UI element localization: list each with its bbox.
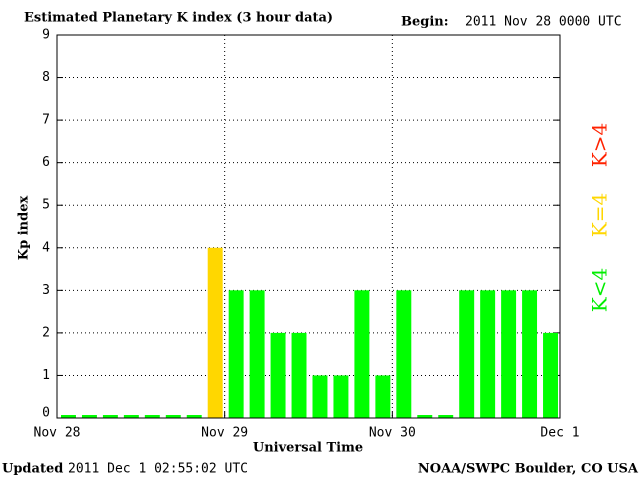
bar (228, 290, 244, 418)
bar (354, 290, 370, 418)
y-tick-label: 7 (42, 113, 50, 128)
bar (522, 290, 538, 418)
bar (165, 415, 181, 418)
bar (291, 332, 307, 418)
begin-label: Begin: (401, 15, 449, 30)
y-tick-label: 3 (42, 283, 50, 298)
updated-date: 2011 Dec 1 02:55:02 UTC (68, 462, 248, 477)
plot-frame (56, 34, 561, 419)
x-tick-label: Dec 1 (540, 426, 579, 441)
y-tick-label: 9 (42, 28, 50, 43)
bar (480, 290, 496, 418)
bar (459, 290, 475, 418)
bar (312, 375, 328, 418)
bar (123, 415, 139, 418)
bar (207, 247, 223, 418)
updated-label: Updated (2, 462, 63, 477)
y-tick-label: 0 (42, 406, 50, 421)
y-tick-label: 5 (42, 198, 50, 213)
y-tick-label: 8 (42, 70, 50, 85)
bar (102, 415, 118, 418)
bar (417, 415, 433, 418)
source: NOAA/SWPC Boulder, CO USA (418, 462, 639, 477)
bar (396, 290, 412, 418)
bar (186, 415, 202, 418)
bar (438, 415, 454, 418)
x-tick-label: Nov 28 (34, 426, 81, 441)
legend-entry: K<4 (588, 268, 612, 312)
bar (249, 290, 265, 418)
y-tick-label: 4 (42, 240, 50, 255)
bar (543, 332, 558, 418)
y-tick-label: 6 (42, 155, 50, 170)
chart-title: Estimated Planetary K index (3 hour data… (24, 11, 333, 26)
bar (144, 415, 160, 418)
x-tick-label: Nov 30 (369, 426, 416, 441)
x-tick-label: Nov 29 (201, 426, 248, 441)
bar (270, 332, 286, 418)
bar (61, 415, 76, 418)
x-axis-label: Universal Time (253, 441, 363, 456)
y-tick-label: 2 (42, 325, 50, 340)
y-tick-label: 1 (42, 368, 50, 383)
legend-entry: K>4 (588, 123, 612, 167)
bar (333, 375, 349, 418)
y-axis-label: Kp index (17, 196, 32, 261)
begin-date: 2011 Nov 28 0000 UTC (465, 15, 622, 30)
bar (501, 290, 517, 418)
bar (81, 415, 97, 418)
bar (375, 375, 391, 418)
legend-entry: K=4 (588, 193, 612, 237)
